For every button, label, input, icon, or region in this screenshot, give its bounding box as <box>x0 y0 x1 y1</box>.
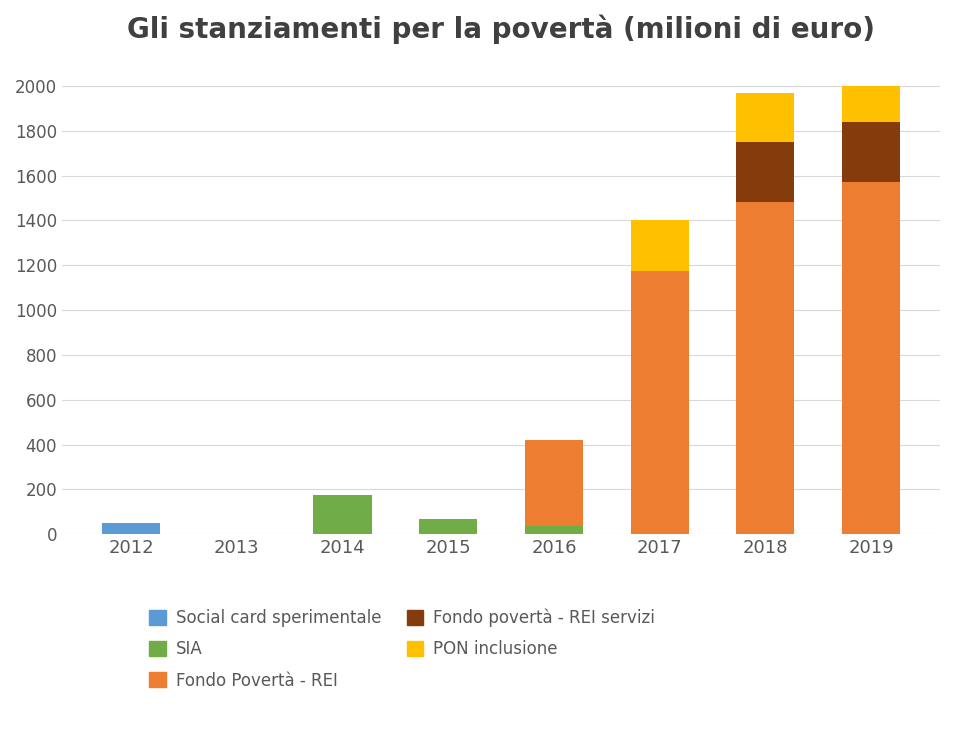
Bar <box>736 93 795 142</box>
Bar <box>102 523 160 534</box>
Bar <box>842 183 901 534</box>
Bar <box>842 86 901 122</box>
Legend: Social card sperimentale, SIA, Fondo Povertà - REI, Fondo povertà - REI servizi,: Social card sperimentale, SIA, Fondo Pov… <box>149 608 655 689</box>
Bar <box>736 203 795 534</box>
Title: Gli stanziamenti per la povertà (milioni di euro): Gli stanziamenti per la povertà (milioni… <box>127 15 875 45</box>
Bar <box>842 122 901 183</box>
Bar <box>419 519 478 534</box>
Bar <box>630 220 689 271</box>
Bar <box>525 440 583 526</box>
Bar <box>630 271 689 534</box>
Bar <box>525 526 583 534</box>
Bar <box>736 142 795 203</box>
Bar <box>313 495 371 534</box>
